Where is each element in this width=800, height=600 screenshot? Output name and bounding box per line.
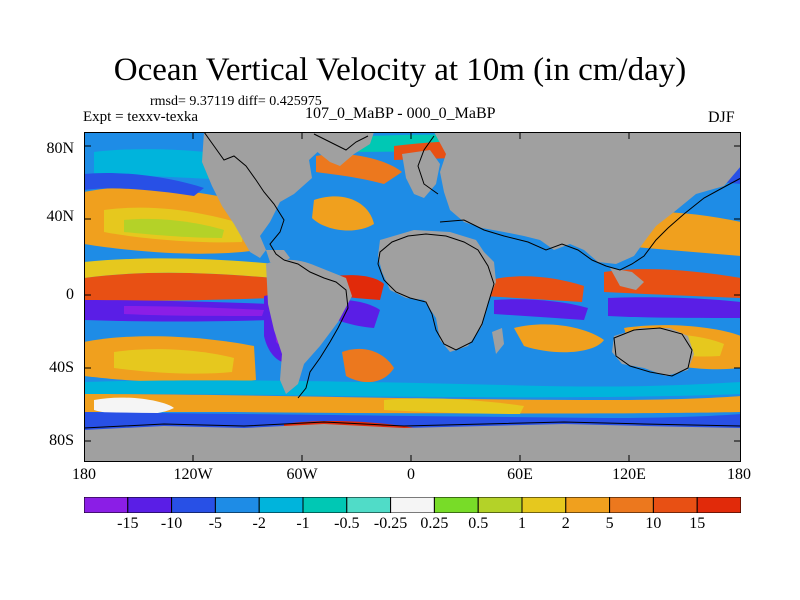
plot-title: Ocean Vertical Velocity at 10m (in cm/da… xyxy=(113,52,687,88)
lon-label-120e: 120E xyxy=(612,466,646,483)
colorbar-swatch xyxy=(565,497,611,513)
colorbar-swatch xyxy=(302,497,348,513)
colorbar-swatch xyxy=(696,497,741,513)
colorbar-swatch xyxy=(477,497,523,513)
colorbar-swatch xyxy=(84,497,129,513)
lat-label-80s: 80S xyxy=(49,432,74,449)
land-madagascar xyxy=(492,328,504,354)
colorbar xyxy=(84,497,741,513)
experiment-label: Expt = texxv-texka xyxy=(83,109,199,125)
colorbar-label: -2 xyxy=(252,515,266,532)
axis-ticks xyxy=(84,132,741,462)
land-indonesia xyxy=(610,268,644,290)
lat-label-40n: 40N xyxy=(46,208,74,225)
colorbar-label: 10 xyxy=(645,515,662,532)
colorbar-swatch xyxy=(214,497,260,513)
land-south-america xyxy=(266,259,352,394)
land-antarctica xyxy=(84,424,741,462)
season-label: DJF xyxy=(708,109,735,126)
lon-label-120w: 120W xyxy=(173,466,213,483)
colorbar-label: -5 xyxy=(208,515,223,532)
land-australia xyxy=(612,328,694,376)
land-eurasia xyxy=(434,132,741,264)
colorbar-label: -0.5 xyxy=(334,515,360,532)
colorbar-swatch xyxy=(521,497,567,513)
colorbar-label: 0.25 xyxy=(420,515,449,532)
colorbar-label: -10 xyxy=(160,515,183,532)
colorbar-label: 2 xyxy=(561,515,570,532)
colorbar-label: 15 xyxy=(689,515,706,532)
lat-label-0: 0 xyxy=(66,286,74,303)
colorbar-swatch xyxy=(171,497,216,513)
lat-label-40s: 40S xyxy=(49,359,74,376)
stats-label: rmsd= 9.37119 diff= 0.425975 xyxy=(150,94,322,109)
colorbar-label: -0.25 xyxy=(373,515,408,532)
land-africa xyxy=(378,230,496,352)
colorbar-swatch xyxy=(609,497,654,513)
lon-label-60w: 60W xyxy=(286,466,318,483)
colorbar-label: 1 xyxy=(518,515,526,532)
colorbar-swatch xyxy=(390,497,435,513)
land-greenland xyxy=(306,132,374,166)
colorbar-label: 5 xyxy=(605,515,614,532)
colorbar-label: -1 xyxy=(296,515,310,532)
lon-label-180e: 180 xyxy=(727,466,751,483)
land-north-america xyxy=(202,132,346,258)
coastline-outlines xyxy=(84,132,741,429)
map-plot xyxy=(84,132,741,462)
map-frame xyxy=(84,132,741,462)
difference-label: 107_0_MaBP - 000_0_MaBP xyxy=(305,105,496,122)
land-masks xyxy=(84,132,741,462)
colorbar-label: 0.5 xyxy=(468,515,489,532)
lon-label-60e: 60E xyxy=(507,466,533,483)
colorbar-label: -15 xyxy=(117,515,139,532)
lon-label-180w: 180 xyxy=(72,466,96,483)
colorbar-swatch xyxy=(433,497,479,513)
colorbar-swatch xyxy=(127,497,173,513)
colorbar-swatch xyxy=(346,497,392,513)
lat-label-80n: 80N xyxy=(46,140,74,157)
colorbar-swatch xyxy=(258,497,304,513)
lon-label-0: 0 xyxy=(407,466,415,483)
colorbar-swatch xyxy=(652,497,698,513)
